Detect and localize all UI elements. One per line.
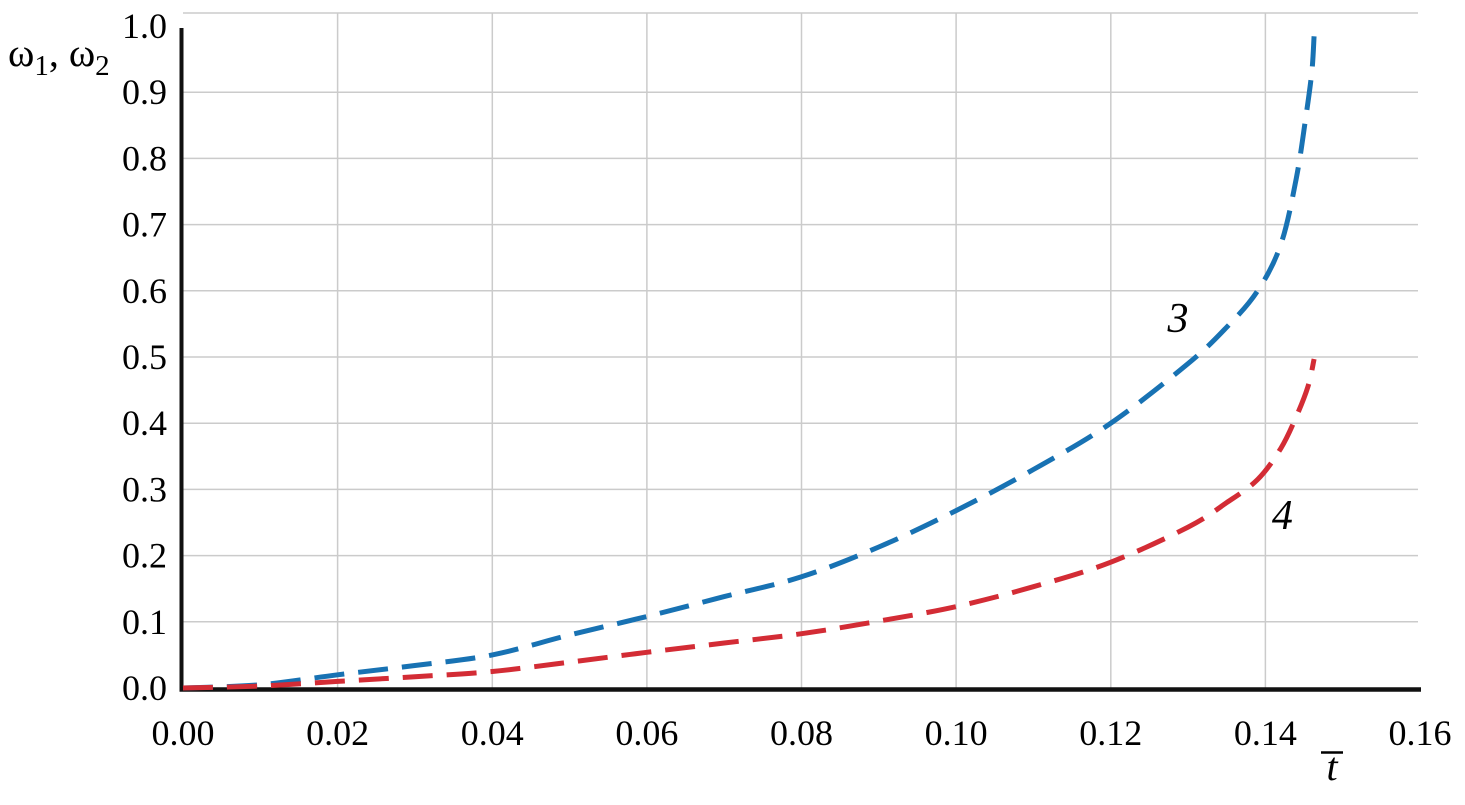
- y-tick-label: 0.1: [122, 602, 167, 642]
- y-tick-label: 0.7: [122, 205, 167, 245]
- curve-annotation-4: 4: [1272, 493, 1293, 539]
- x-tick-label: 0.16: [1389, 713, 1452, 753]
- y-tick-label: 0.2: [122, 536, 167, 576]
- curve-annotation-3: 3: [1167, 296, 1189, 342]
- x-tick-label: 0.10: [925, 713, 988, 753]
- y-tick-label: 0.0: [122, 668, 167, 708]
- y-tick-label: 0.9: [122, 72, 167, 112]
- gridlines: [183, 12, 1418, 688]
- curve-3: [182, 35, 1317, 691]
- x-tick-label: 0.04: [461, 713, 524, 753]
- x-tick-label: 0.00: [152, 713, 215, 753]
- curve-4: [182, 358, 1317, 691]
- labels: 0.0 0.1 0.2 0.3 0.4 0.5 0.6 0.7 0.8 0.9 1.0 0.00 0.0…: [8, 6, 1452, 789]
- curves: [182, 35, 1317, 691]
- x-tick-label: 0.08: [770, 713, 833, 753]
- x-axis-title: t: [1326, 744, 1338, 789]
- y-tick-label: 0.6: [122, 271, 167, 311]
- x-tick-label: 0.02: [306, 713, 369, 753]
- y-tick-label: 1.0: [122, 6, 167, 46]
- y-tick-label: 0.3: [122, 469, 167, 509]
- axes: [179, 28, 1421, 692]
- x-tick-label: 0.12: [1079, 713, 1142, 753]
- y-axis-title: ω1, ω2: [8, 30, 110, 82]
- y-tick-label: 0.5: [122, 337, 167, 377]
- y-tick-label: 0.4: [122, 403, 167, 443]
- x-tick-label: 0.06: [615, 713, 678, 753]
- x-tick-label: 0.14: [1234, 713, 1297, 753]
- y-tick-label: 0.8: [122, 138, 167, 178]
